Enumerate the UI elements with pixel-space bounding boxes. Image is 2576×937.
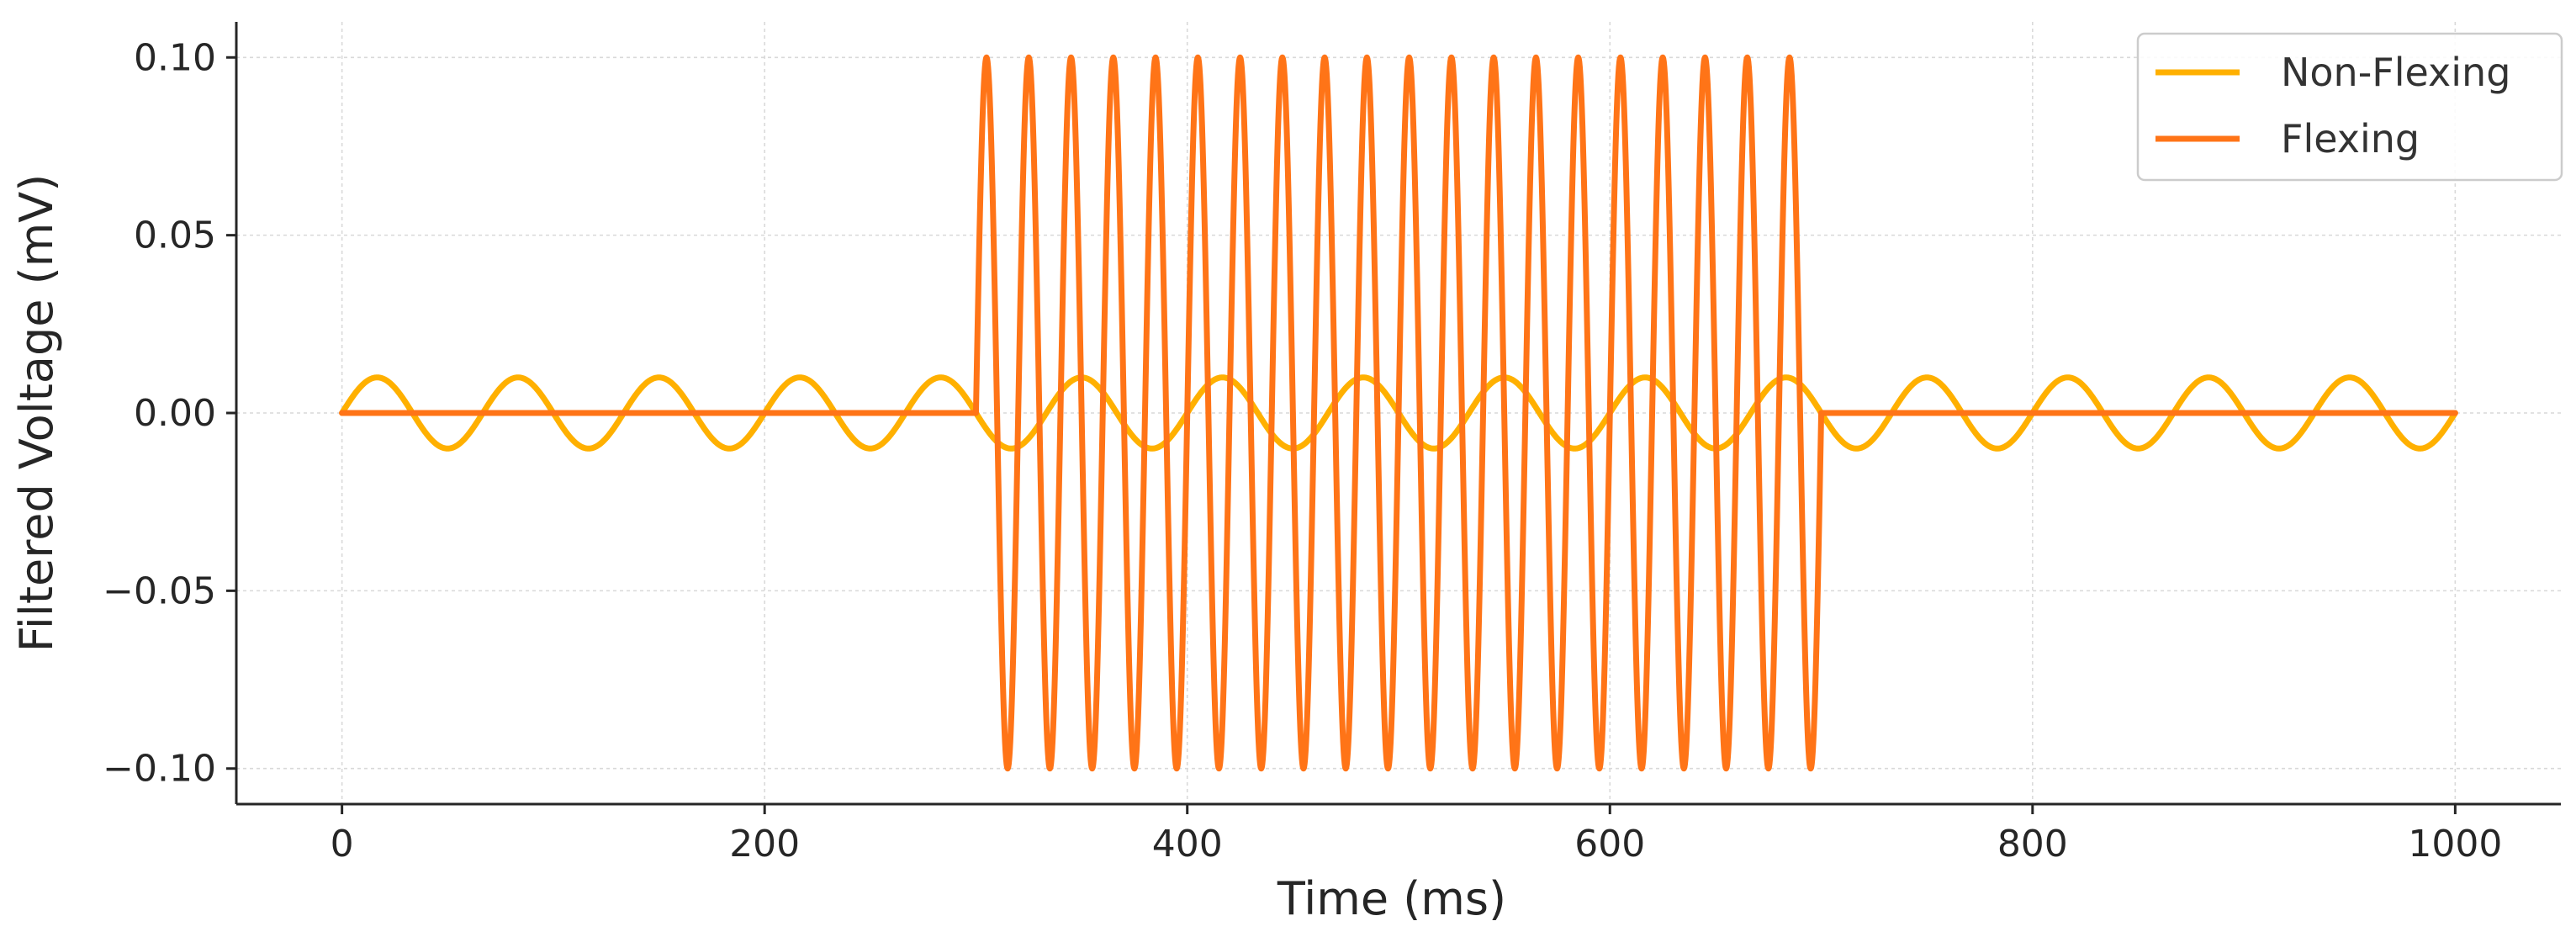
y-axis-label: Filtered Voltage (mV) (10, 174, 63, 653)
legend-label-non-flexing: Non-Flexing (2281, 50, 2510, 95)
y-tick-label: 0.05 (134, 214, 216, 257)
y-tick-label: −0.10 (103, 748, 216, 791)
x-tick-label: 800 (1997, 823, 2068, 866)
x-tick-label: 600 (1574, 823, 1645, 866)
legend-label-flexing: Flexing (2281, 116, 2420, 161)
ticks: 0 200 400 600 800 1000 0.10 0.05 0.00 −0.05 −0.10 (103, 36, 2502, 866)
x-tick-label: 400 (1152, 823, 1223, 866)
y-tick-label: −0.05 (103, 569, 216, 612)
series-line-flexing (339, 54, 2458, 772)
x-tick-label: 1000 (2408, 823, 2502, 866)
y-tick-label: 0.00 (134, 392, 216, 435)
x-tick-label: 200 (729, 823, 800, 866)
legend: Non-Flexing Flexing (2136, 32, 2563, 182)
series-layer (339, 54, 2458, 772)
y-tick-label: 0.10 (134, 36, 216, 79)
legend-box (2136, 32, 2563, 182)
x-tick-label: 0 (331, 823, 354, 866)
x-axis-label: Time (ms) (1277, 872, 1506, 925)
